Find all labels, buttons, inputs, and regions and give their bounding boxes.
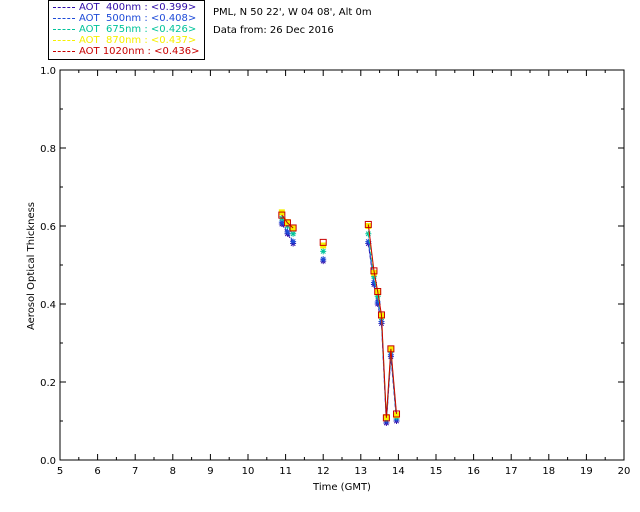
y-tick-label: 0.6 — [40, 222, 56, 233]
data-point — [370, 273, 377, 280]
x-tick-label: 12 — [317, 466, 330, 477]
legend-label-675nm: AOT 675nm : <0.426> — [79, 24, 197, 35]
legend-item-870nm: AOT 870nm : <0.437> — [49, 35, 206, 46]
x-tick-label: 8 — [170, 466, 176, 477]
legend-item-500nm: AOT 500nm : <0.408> — [49, 13, 206, 24]
y-tick-label: 0.4 — [40, 300, 56, 311]
x-tick-label: 17 — [505, 466, 518, 477]
legend-item-1020nm: AOT 1020nm : <0.436> — [49, 46, 206, 57]
legend-swatch-500nm — [53, 18, 75, 19]
legend-swatch-675nm — [53, 29, 75, 30]
data-point — [370, 279, 377, 286]
data-point — [370, 267, 378, 275]
x-tick-label: 6 — [94, 466, 100, 477]
x-tick-label: 16 — [467, 466, 480, 477]
location-label: PML, N 50 22', W 04 08', Alt 0m — [213, 7, 372, 18]
data-point — [364, 220, 372, 228]
data-point — [278, 211, 286, 219]
data-point — [284, 228, 291, 235]
x-tick-label: 5 — [57, 466, 63, 477]
series-layer — [278, 209, 401, 426]
x-tick-label: 19 — [580, 466, 593, 477]
x-tick-label: 18 — [542, 466, 555, 477]
legend-label-870nm: AOT 870nm : <0.437> — [79, 35, 197, 46]
x-axis-title: Time (GMT) — [312, 482, 371, 493]
data-point — [374, 293, 381, 300]
y-axis-title: Aerosol Optical Thickness — [26, 202, 37, 330]
y-tick-label: 0.8 — [40, 144, 56, 155]
series-line — [281, 212, 294, 229]
x-tick-label: 20 — [618, 466, 631, 477]
date-label: Data from: 26 Dec 2016 — [213, 25, 334, 36]
x-tick-label: 13 — [354, 466, 367, 477]
data-point — [289, 224, 297, 232]
data-point — [393, 410, 401, 418]
legend-label-500nm: AOT 500nm : <0.408> — [79, 13, 197, 24]
legend-item-675nm: AOT 675nm : <0.426> — [49, 24, 206, 35]
legend: AOT 400nm : <0.399> AOT 500nm : <0.408> … — [48, 0, 205, 60]
legend-label-400nm: AOT 400nm : <0.399> — [79, 2, 197, 13]
plot-frame — [59, 69, 625, 461]
data-point — [387, 345, 395, 353]
data-point — [278, 219, 285, 226]
data-point — [290, 230, 297, 237]
y-tick-label: 1.0 — [40, 66, 56, 77]
legend-swatch-400nm — [53, 7, 75, 8]
data-point — [382, 414, 390, 422]
y-tick-label: 0.2 — [40, 378, 56, 389]
data-point — [365, 238, 372, 245]
data-point — [377, 311, 385, 319]
series-line — [281, 221, 294, 242]
x-tick-label: 10 — [242, 466, 255, 477]
series-line — [367, 224, 398, 418]
x-tick-label: 11 — [279, 466, 292, 477]
legend-swatch-870nm — [53, 40, 75, 41]
x-tick-label: 7 — [132, 466, 138, 477]
data-point — [320, 256, 327, 263]
data-point — [319, 238, 327, 246]
data-point — [374, 288, 382, 296]
series-4 — [278, 211, 401, 422]
legend-label-1020nm: AOT 1020nm : <0.436> — [79, 46, 200, 57]
y-tick-label: 0.0 — [40, 456, 56, 467]
x-tick-label: 14 — [392, 466, 405, 477]
legend-item-400nm: AOT 400nm : <0.399> — [49, 2, 206, 13]
x-tick-label: 9 — [207, 466, 213, 477]
data-point — [374, 299, 381, 306]
legend-swatch-1020nm — [53, 51, 75, 52]
x-tick-label: 15 — [430, 466, 443, 477]
axes: 5 6 7 8 9 10 11 12 13 14 15 16 17 18 19 20 0.0 0.2 0.4 0.6 0… — [40, 66, 630, 477]
data-point — [290, 238, 297, 245]
data-point — [320, 248, 327, 255]
data-point — [283, 219, 291, 227]
data-point — [365, 230, 372, 237]
